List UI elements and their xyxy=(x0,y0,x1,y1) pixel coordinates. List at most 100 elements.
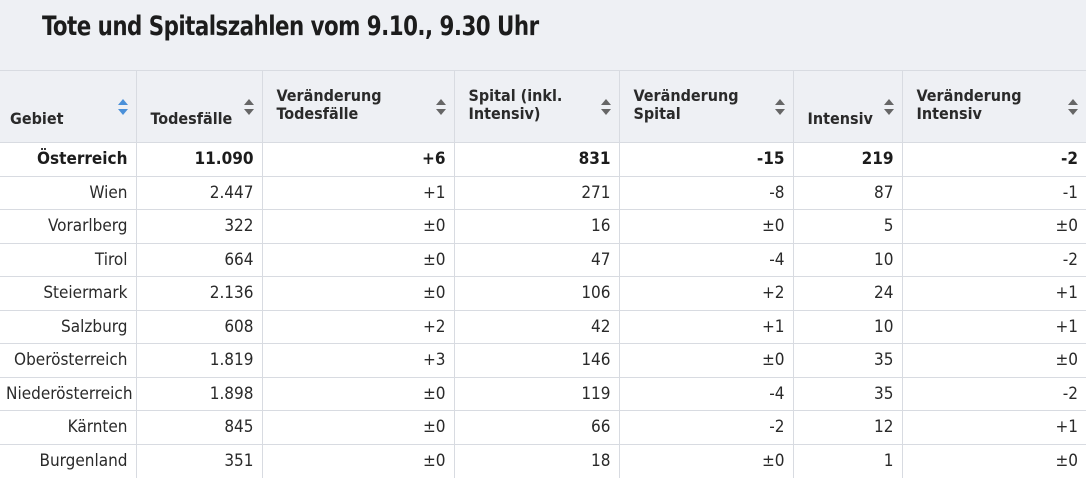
sort-icon[interactable] xyxy=(774,98,785,115)
cell-veraenderung-intensiv: ±0 xyxy=(901,443,1086,478)
cell-intensiv: 24 xyxy=(792,276,902,310)
cell-intensiv: 35 xyxy=(792,376,902,411)
cell-veraenderung-spital: -4 xyxy=(618,242,793,277)
cell-intensiv: 1 xyxy=(792,443,902,478)
cell-veraenderung-intensiv: -2 xyxy=(901,142,1086,176)
cell-intensiv: 35 xyxy=(792,343,902,377)
table-row: Österreich 11.090 +6 831 -15 219 -2 xyxy=(0,142,1086,176)
table-body: Österreich 11.090 +6 831 -15 219 -2 Wien 2.447 +1… xyxy=(0,142,1086,478)
cell-gebiet: Salzburg xyxy=(0,309,136,344)
cell-todesfaelle: 2.136 xyxy=(135,276,262,310)
table-row: Vorarlberg 322 ±0 16 ±0 5 ±0 xyxy=(0,209,1086,243)
column-header-label: Intensiv xyxy=(807,109,873,128)
table-row: Burgenland 351 ±0 18 ±0 1 ±0 xyxy=(0,443,1086,478)
cell-veraenderung-spital: ±0 xyxy=(618,343,793,377)
table-row: Wien 2.447 +1 271 -8 87 -1 xyxy=(0,175,1086,210)
table-row: Niederösterreich 1.898 ±0 119 -4 35 -2 xyxy=(0,376,1086,411)
sort-icon[interactable] xyxy=(1068,98,1078,115)
cell-veraenderung-todesfaelle: ±0 xyxy=(261,443,454,478)
cell-intensiv: 10 xyxy=(792,309,902,344)
cell-gebiet: Kärnten xyxy=(0,410,136,444)
cell-spital: 106 xyxy=(453,276,619,310)
page-title: Tote und Spitalszahlen vom 9.10., 9.30 U… xyxy=(42,11,539,42)
cell-gebiet: Vorarlberg xyxy=(0,209,136,243)
column-header-label: Veränderung Todesfälle xyxy=(276,86,382,123)
cell-todesfaelle: 608 xyxy=(135,309,262,344)
cell-todesfaelle: 2.447 xyxy=(135,175,262,210)
table-header-row: Gebiet Todesfälle Veränderung Todesfälle… xyxy=(0,70,1086,143)
column-header-intensiv[interactable]: Intensiv xyxy=(792,70,902,143)
cell-veraenderung-intensiv: +1 xyxy=(901,276,1086,310)
column-header-spital[interactable]: Spital (inkl. Intensiv) xyxy=(453,70,619,143)
sort-icon[interactable] xyxy=(243,98,254,115)
cell-spital: 119 xyxy=(453,376,619,411)
cell-spital: 831 xyxy=(453,142,619,176)
cell-spital: 146 xyxy=(453,343,619,377)
column-header-label: Veränderung Intensiv xyxy=(916,86,1022,123)
cell-veraenderung-todesfaelle: +2 xyxy=(261,309,454,344)
cell-veraenderung-todesfaelle: ±0 xyxy=(261,376,454,411)
cell-veraenderung-spital: -15 xyxy=(618,142,793,176)
cell-veraenderung-intensiv: ±0 xyxy=(901,209,1086,243)
table-row: Steiermark 2.136 ±0 106 +2 24 +1 xyxy=(0,276,1086,310)
column-header-label: Spital (inkl. Intensiv) xyxy=(468,86,563,123)
cell-todesfaelle: 322 xyxy=(135,209,262,243)
cell-veraenderung-todesfaelle: ±0 xyxy=(261,209,454,243)
column-header-veraenderung-intensiv[interactable]: Veränderung Intensiv xyxy=(901,70,1086,143)
cell-veraenderung-intensiv: -2 xyxy=(901,242,1086,277)
table-row: Kärnten 845 ±0 66 -2 12 +1 xyxy=(0,410,1086,444)
table-row: Oberösterreich 1.819 +3 146 ±0 35 ±0 xyxy=(0,343,1086,377)
sort-icon[interactable] xyxy=(600,98,611,115)
cell-veraenderung-todesfaelle: +1 xyxy=(261,175,454,210)
cell-veraenderung-intensiv: ±0 xyxy=(901,343,1086,377)
cell-intensiv: 219 xyxy=(792,142,902,176)
cell-veraenderung-spital: -4 xyxy=(618,376,793,411)
cell-spital: 42 xyxy=(453,309,619,344)
cell-veraenderung-intensiv: -2 xyxy=(901,376,1086,411)
cell-veraenderung-spital: +2 xyxy=(618,276,793,310)
cell-todesfaelle: 11.090 xyxy=(135,142,262,176)
cell-veraenderung-spital: ±0 xyxy=(618,443,793,478)
cell-gebiet: Steiermark xyxy=(0,276,136,310)
cell-spital: 18 xyxy=(453,443,619,478)
cell-intensiv: 5 xyxy=(792,209,902,243)
cell-gebiet: Österreich xyxy=(0,142,136,176)
cell-veraenderung-intensiv: +1 xyxy=(901,410,1086,444)
column-header-veraenderung-spital[interactable]: Veränderung Spital xyxy=(618,70,793,143)
cell-gebiet: Tirol xyxy=(0,242,136,277)
cell-veraenderung-todesfaelle: ±0 xyxy=(261,410,454,444)
cell-veraenderung-spital: -2 xyxy=(618,410,793,444)
cell-intensiv: 12 xyxy=(792,410,902,444)
data-table: Gebiet Todesfälle Veränderung Todesfälle… xyxy=(0,70,1086,478)
cell-spital: 271 xyxy=(453,175,619,210)
sort-icon[interactable] xyxy=(435,98,446,115)
cell-veraenderung-todesfaelle: ±0 xyxy=(261,242,454,277)
column-header-veraenderung-todesfaelle[interactable]: Veränderung Todesfälle xyxy=(261,70,454,143)
cell-intensiv: 10 xyxy=(792,242,902,277)
cell-veraenderung-todesfaelle: +3 xyxy=(261,343,454,377)
cell-veraenderung-intensiv: +1 xyxy=(901,309,1086,344)
cell-veraenderung-spital: -8 xyxy=(618,175,793,210)
cell-todesfaelle: 1.819 xyxy=(135,343,262,377)
cell-veraenderung-todesfaelle: +6 xyxy=(261,142,454,176)
cell-gebiet: Burgenland xyxy=(0,443,136,478)
sort-icon[interactable] xyxy=(117,98,128,115)
cell-veraenderung-todesfaelle: ±0 xyxy=(261,276,454,310)
cell-gebiet: Niederösterreich xyxy=(0,376,136,411)
cell-spital: 16 xyxy=(453,209,619,243)
cell-gebiet: Oberösterreich xyxy=(0,343,136,377)
table-row: Salzburg 608 +2 42 +1 10 +1 xyxy=(0,309,1086,344)
column-header-gebiet[interactable]: Gebiet xyxy=(0,70,136,143)
cell-veraenderung-spital: +1 xyxy=(618,309,793,344)
sort-icon[interactable] xyxy=(883,98,894,115)
cell-veraenderung-spital: ±0 xyxy=(618,209,793,243)
column-header-todesfaelle[interactable]: Todesfälle xyxy=(135,70,262,143)
title-bar: Tote und Spitalszahlen vom 9.10., 9.30 U… xyxy=(0,0,1086,70)
cell-gebiet: Wien xyxy=(0,175,136,210)
cell-intensiv: 87 xyxy=(792,175,902,210)
cell-veraenderung-intensiv: -1 xyxy=(901,175,1086,210)
table-row: Tirol 664 ±0 47 -4 10 -2 xyxy=(0,242,1086,277)
cell-spital: 47 xyxy=(453,242,619,277)
cell-todesfaelle: 1.898 xyxy=(135,376,262,411)
column-header-label: Veränderung Spital xyxy=(633,86,739,123)
